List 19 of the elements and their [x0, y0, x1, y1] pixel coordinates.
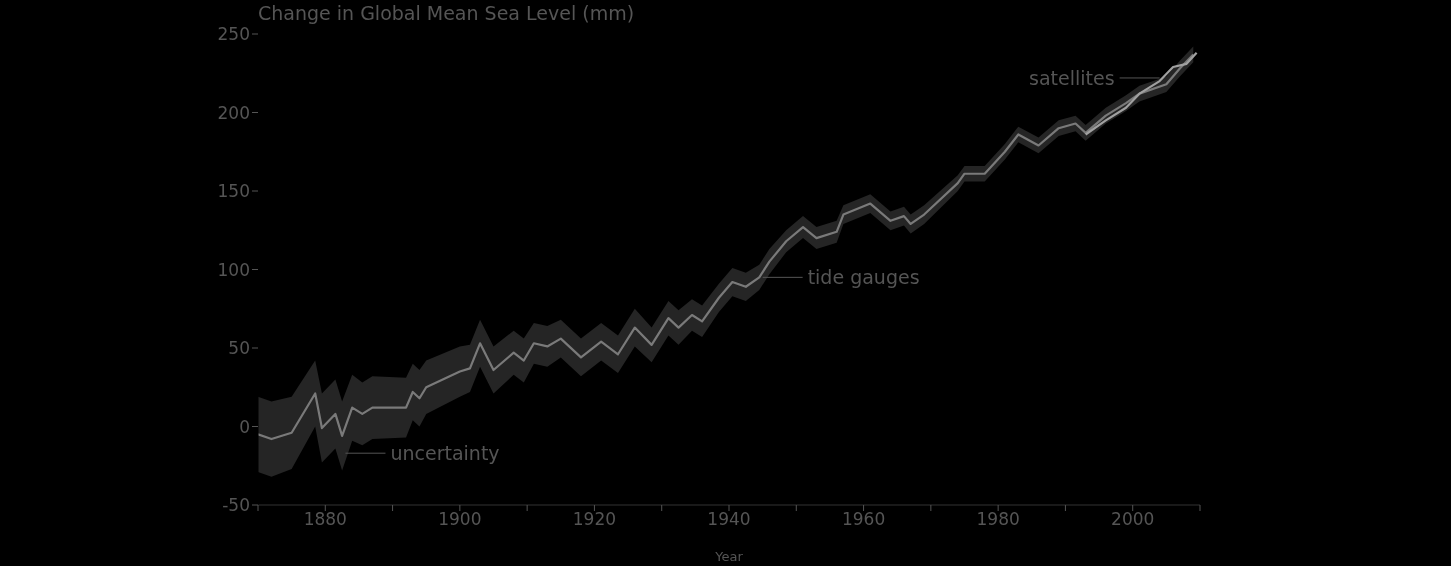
annotation: uncertainty: [390, 441, 500, 464]
y-tick-label: -50: [222, 495, 250, 516]
x-tick-label: 2000: [1111, 509, 1155, 530]
chart-title: Change in Global Mean Sea Level (mm): [258, 2, 635, 24]
x-tick-label: 1940: [707, 509, 751, 530]
x-tick-label: 1980: [976, 509, 1020, 530]
x-tick-label: 1920: [572, 509, 617, 530]
annotation: satellites: [1029, 66, 1115, 89]
y-tick-label: 250: [217, 24, 250, 45]
x-tick-label: 1880: [303, 509, 347, 530]
x-tick-label: 1900: [438, 509, 482, 530]
x-tick-label: 1960: [841, 509, 886, 530]
y-tick-label: 50: [228, 338, 250, 359]
y-tick-label: 100: [217, 259, 250, 280]
y-tick-label: 0: [239, 416, 250, 437]
annotation: tide gauges: [807, 266, 920, 288]
x-axis-title: Year: [714, 549, 744, 564]
y-tick-label: 150: [217, 181, 250, 202]
y-tick-label: 200: [217, 102, 250, 123]
